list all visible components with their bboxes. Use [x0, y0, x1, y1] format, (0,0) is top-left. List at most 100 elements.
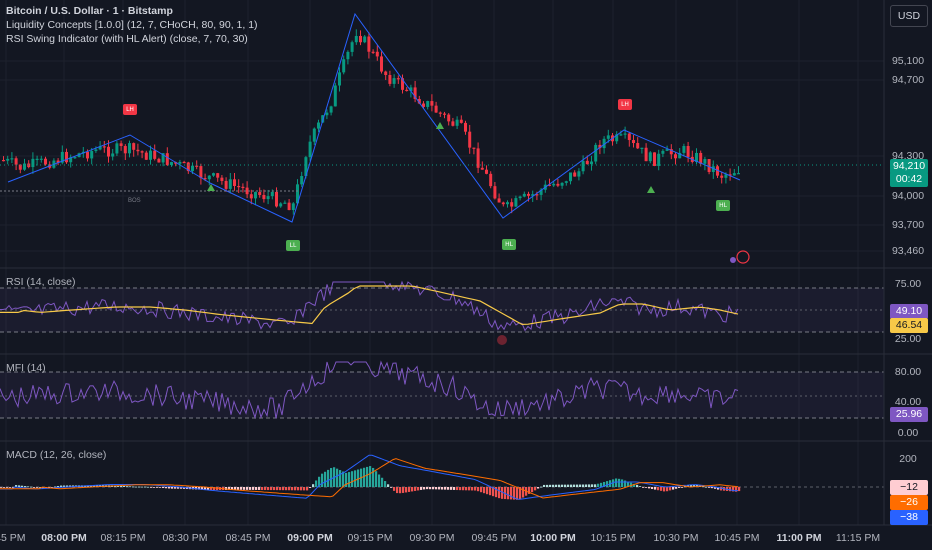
candle-body	[308, 141, 312, 158]
macd-histogram-bar	[54, 486, 57, 488]
macd-histogram-bar	[585, 484, 588, 487]
macd-histogram-bar	[447, 487, 450, 490]
candle-body	[396, 78, 400, 80]
rsi-pane-label[interactable]: RSI (14, close)	[6, 276, 76, 288]
macd-histogram-bar	[198, 487, 201, 490]
indicator-rsi-swing[interactable]: RSI Swing Indicator (with HL Alert) (clo…	[6, 33, 248, 45]
candle-body	[44, 158, 47, 165]
candle-body	[254, 192, 257, 199]
price-pane[interactable]	[0, 12, 884, 264]
macd-histogram-bar	[579, 484, 582, 487]
candle-body	[606, 135, 610, 139]
pane-separators[interactable]	[0, 0, 932, 526]
macd-histogram-bar	[426, 487, 429, 490]
currency-button[interactable]: USD	[890, 5, 928, 27]
candle-body	[233, 179, 236, 186]
rsi-value-badge: 49.10	[890, 304, 928, 319]
candle-body	[149, 150, 152, 160]
macd-histogram-bar	[543, 484, 546, 487]
macd-histogram-bar	[510, 487, 513, 500]
macd-histogram-bar	[483, 487, 486, 494]
time-axis-label: 10:00 PM	[530, 532, 576, 544]
macd-histogram-bar	[312, 484, 315, 487]
time-axis-label: 10:45 PM	[714, 532, 760, 544]
macd-histogram-bar	[96, 485, 99, 487]
candle-body	[132, 143, 136, 150]
macd-histogram-bar	[60, 485, 63, 487]
macd-histogram-bar	[507, 487, 510, 500]
candle-body	[720, 175, 724, 178]
candle-body	[342, 59, 346, 73]
macd-histogram-bar	[567, 484, 570, 487]
bos-label: BOS	[128, 198, 141, 204]
macd-histogram-bar	[486, 487, 489, 495]
candle-body	[170, 162, 173, 165]
rsi-pane-plot[interactable]	[0, 280, 884, 345]
candle-body	[60, 151, 64, 163]
time-axis-label: 08:45 PM	[225, 532, 271, 544]
macd-histogram-bar	[270, 487, 273, 491]
price-tick: 95,100	[891, 55, 925, 67]
mfi-pane-plot[interactable]	[0, 360, 884, 420]
macd-histogram-bar	[15, 485, 18, 487]
macd-histogram-bar	[642, 487, 645, 488]
macd-histogram-bar	[516, 487, 519, 500]
macd-histogram-bar	[564, 484, 567, 487]
candle-body	[527, 193, 530, 196]
macd-histogram-bar	[273, 487, 276, 491]
candle-body	[380, 56, 383, 72]
macd-histogram-bar	[414, 487, 417, 491]
macd-histogram-bar	[468, 487, 471, 491]
macd-histogram-bar	[330, 468, 333, 487]
candle-body	[107, 146, 110, 157]
candle-body	[153, 150, 157, 159]
mfi-pane-label[interactable]: MFI (14)	[6, 362, 46, 374]
macd-histogram-bar	[183, 487, 186, 489]
candle-body	[262, 194, 266, 200]
macd-pane-label[interactable]: MACD (12, 26, close)	[6, 449, 107, 461]
macd-histogram-bar	[657, 487, 660, 491]
macd-histogram-bar	[546, 484, 549, 487]
symbol-title[interactable]: Bitcoin / U.S. Dollar · 1 · Bitstamp	[6, 5, 173, 17]
macd-histogram-bar	[225, 487, 228, 490]
macd-histogram-bar	[252, 487, 255, 490]
macd-histogram-bar	[441, 487, 444, 490]
candle-body	[241, 186, 245, 189]
macd-histogram-bar	[501, 487, 504, 499]
candle-body	[388, 74, 392, 84]
macd-histogram-bar	[618, 478, 621, 487]
indicator-liquidity-concepts[interactable]: Liquidity Concepts [1.0.0] (12, 7, CHoCH…	[6, 19, 258, 31]
chart-legend: Bitcoin / U.S. Dollar · 1 · Bitstamp Liq…	[6, 4, 258, 46]
macd-histogram-bar	[231, 487, 234, 490]
candle-body	[237, 185, 241, 188]
candle-body	[430, 101, 434, 106]
macd-histogram-bar	[285, 487, 288, 491]
candle-body	[577, 171, 581, 177]
macd-histogram-bar	[453, 487, 456, 490]
candle-body	[510, 202, 514, 207]
macd-histogram-bar	[735, 487, 738, 492]
ll-marker: LL	[286, 240, 300, 251]
macd-histogram-bar	[474, 487, 477, 491]
macd-histogram-bar	[393, 487, 396, 491]
macd-histogram-bar	[519, 487, 522, 500]
candle-body	[602, 138, 606, 149]
rsi-oversold-dot	[497, 335, 507, 345]
macd-histogram-bar	[63, 485, 66, 487]
macd-histogram-bar	[489, 487, 492, 496]
macd-histogram-bar	[576, 484, 579, 487]
macd-histogram-bar	[30, 486, 33, 488]
candle-body	[703, 159, 707, 164]
candle-body	[669, 149, 673, 155]
macd-histogram-bar	[645, 487, 648, 488]
candle-body	[573, 172, 577, 177]
time-axis-label: 08:30 PM	[162, 532, 208, 544]
macd-histogram-bar	[669, 487, 672, 491]
candle-body	[23, 163, 26, 170]
macd-histogram-bar	[471, 487, 474, 491]
macd-pane-plot[interactable]	[0, 454, 884, 500]
candle-body	[2, 160, 5, 162]
candle-body	[539, 189, 543, 195]
macd-line-badge: −38	[890, 510, 928, 525]
